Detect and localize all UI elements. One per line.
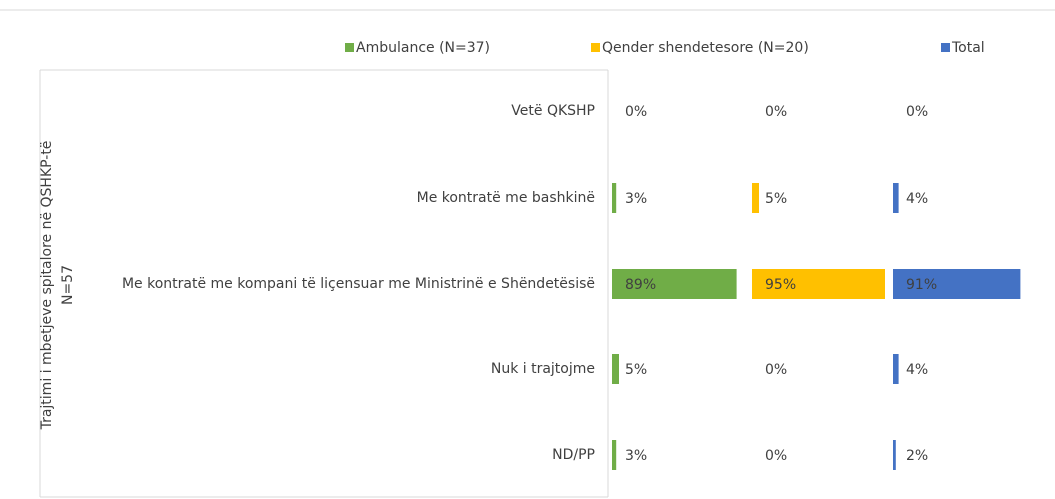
- bar: [893, 354, 899, 384]
- legend-swatch: [345, 43, 354, 52]
- bar: [612, 440, 617, 470]
- bar: [612, 183, 617, 213]
- value-label: 91%: [906, 277, 937, 293]
- category-label: Me kontratë me bashkinë: [416, 190, 595, 206]
- legend-swatch: [591, 43, 600, 52]
- legend-label: Ambulance (N=37): [356, 40, 490, 56]
- value-label: 4%: [906, 362, 928, 378]
- legend-swatch: [941, 43, 950, 52]
- value-label: 0%: [625, 104, 647, 120]
- bar: [893, 183, 899, 213]
- bar: [752, 269, 885, 299]
- category-label: Me kontratë me kompani të liçensuar me M…: [121, 276, 595, 292]
- value-label: 3%: [625, 448, 647, 464]
- value-label: 0%: [765, 362, 787, 378]
- category-label: Nuk i trajtojme: [490, 361, 595, 377]
- value-label: 0%: [906, 104, 928, 120]
- bar: [612, 269, 737, 299]
- bar: [893, 269, 1021, 299]
- category-label: ND/PP: [552, 447, 595, 463]
- category-label: Vetë QKSHP: [511, 103, 595, 119]
- value-label: 2%: [906, 448, 928, 464]
- bar: [893, 440, 896, 470]
- value-label: 5%: [765, 191, 787, 207]
- value-label: 4%: [906, 191, 928, 207]
- value-label: 5%: [625, 362, 647, 378]
- y-group-label-line: N=57: [60, 265, 76, 305]
- bar: [612, 354, 619, 384]
- y-group-label: Trajtimi i mbetjeve spitalore në QSHKP-t…: [39, 141, 76, 431]
- legend-label: Qender shendetesore (N=20): [602, 40, 809, 56]
- y-group-label-line: Trajtimi i mbetjeve spitalore në QSHKP-t…: [39, 141, 55, 431]
- value-label: 95%: [765, 277, 796, 293]
- bar: [752, 183, 759, 213]
- legend-label: Total: [951, 40, 985, 56]
- value-label: 0%: [765, 448, 787, 464]
- value-label: 0%: [765, 104, 787, 120]
- value-label: 89%: [625, 277, 656, 293]
- value-label: 3%: [625, 191, 647, 207]
